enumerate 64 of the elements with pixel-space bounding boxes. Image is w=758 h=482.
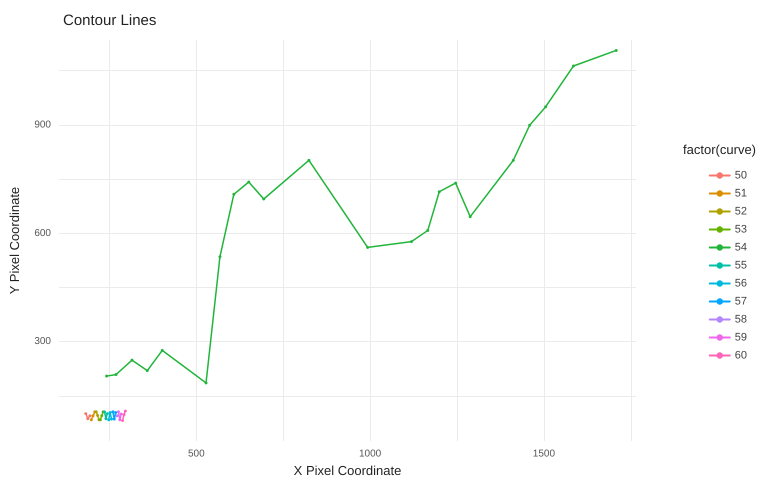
- point: [121, 419, 124, 422]
- legend-label: 59: [734, 332, 748, 344]
- point: [124, 410, 127, 413]
- legend-label: 57: [734, 296, 748, 308]
- point: [454, 182, 458, 185]
- point: [112, 418, 116, 421]
- point: [90, 418, 93, 422]
- point: [410, 240, 413, 244]
- point: [204, 381, 208, 384]
- point: [232, 192, 236, 196]
- point: [107, 418, 110, 422]
- y-tick-label: 900: [34, 119, 52, 130]
- point: [512, 158, 515, 162]
- legend-label: 50: [734, 170, 748, 182]
- legend-label: 58: [734, 314, 748, 326]
- point: [96, 414, 100, 417]
- legend-label: 56: [734, 278, 748, 290]
- legend-label: 52: [734, 206, 748, 218]
- legend-title: factor(curve): [683, 142, 756, 157]
- point: [426, 228, 430, 232]
- point: [105, 374, 108, 378]
- point: [614, 48, 618, 52]
- legend-label: 55: [734, 260, 748, 272]
- point: [84, 412, 88, 416]
- point: [92, 414, 95, 418]
- point: [88, 414, 92, 418]
- point: [114, 411, 118, 414]
- legend-label: 54: [734, 242, 748, 254]
- point: [106, 412, 109, 416]
- x-tick-label: 1500: [532, 448, 556, 460]
- point: [116, 410, 120, 414]
- point: [122, 413, 126, 416]
- legend-label: 51: [734, 188, 748, 200]
- point: [108, 411, 112, 414]
- point: [438, 190, 441, 194]
- x-tick-label: 1000: [358, 448, 382, 460]
- point: [130, 358, 134, 362]
- point: [111, 410, 114, 414]
- x-tick-label: 500: [188, 448, 206, 460]
- point: [114, 373, 118, 376]
- y-axis-title: Y Pixel Coordinate: [7, 186, 22, 294]
- y-tick-label: 600: [34, 228, 52, 239]
- y-tick-label: 300: [34, 336, 52, 348]
- point: [118, 418, 122, 422]
- point: [110, 418, 113, 421]
- point: [120, 412, 123, 416]
- point: [572, 64, 575, 68]
- point: [307, 158, 310, 162]
- point: [544, 105, 548, 108]
- point: [262, 197, 266, 200]
- point: [104, 417, 108, 420]
- point: [366, 246, 370, 249]
- point: [146, 369, 149, 372]
- point: [468, 215, 472, 218]
- chart-title: Contour Lines: [63, 12, 156, 29]
- x-axis-title: X Pixel Coordinate: [294, 463, 402, 478]
- point: [160, 348, 164, 352]
- line-series: [105, 48, 618, 384]
- legend-label: 60: [734, 350, 748, 362]
- legend-label: 53: [734, 224, 748, 236]
- point: [100, 414, 104, 418]
- point: [86, 417, 90, 420]
- point: [218, 255, 222, 258]
- point: [247, 180, 250, 184]
